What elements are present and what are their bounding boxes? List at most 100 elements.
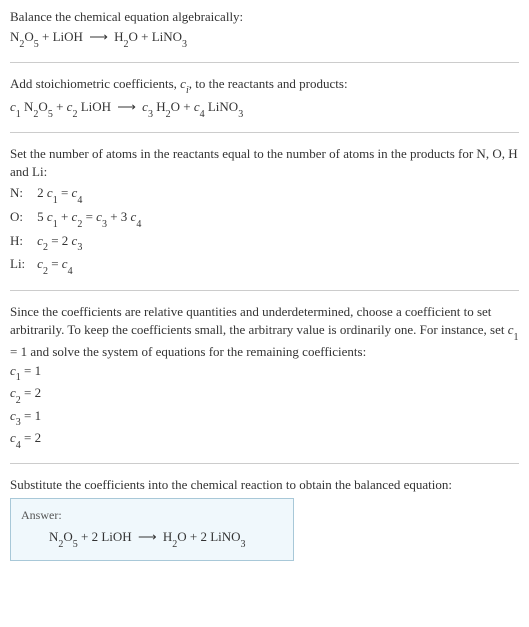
step1-equation: c1 N2O5 + c2 LiOH ⟶ c3 H2O + c4 LiNO3	[10, 98, 519, 120]
subscript: 1	[53, 219, 58, 230]
text: 5	[37, 209, 47, 224]
arrow-icon: ⟶	[89, 28, 108, 46]
table-row: O: 5 c1 + c2 = c3 + 3 c4	[10, 207, 147, 231]
subscript: 3	[182, 39, 187, 50]
element-label: H:	[10, 231, 37, 255]
element-label: Li:	[10, 254, 37, 278]
var: c	[10, 430, 16, 445]
subscript: 2	[43, 266, 48, 277]
element-equation: 2 c1 = c4	[37, 183, 147, 207]
subscript: 2	[123, 39, 128, 50]
text: N	[10, 29, 19, 44]
subscript: 2	[172, 539, 177, 550]
subscript: 4	[77, 195, 82, 206]
subscript: 1	[53, 195, 58, 206]
subscript: 4	[16, 440, 21, 451]
text: 2	[37, 185, 47, 200]
intro-equation: N2O5 + LiOH ⟶ H2O + LiNO3	[10, 28, 519, 50]
text: O	[38, 99, 47, 114]
arrow-icon: ⟶	[138, 528, 157, 546]
text: Since the coefficients are relative quan…	[10, 304, 508, 337]
text: =	[58, 185, 72, 200]
table-row: H: c2 = 2 c3	[10, 231, 147, 255]
atoms-section: Set the number of atoms in the reactants…	[10, 145, 519, 278]
var: c	[10, 99, 16, 114]
divider	[10, 290, 519, 291]
list-item: c3 = 1	[10, 407, 519, 429]
text: O	[24, 29, 33, 44]
subscript: 5	[48, 109, 53, 120]
text: H	[111, 29, 124, 44]
var: c	[10, 385, 16, 400]
divider	[10, 62, 519, 63]
text: +	[58, 209, 72, 224]
text: = 2	[21, 430, 41, 445]
text: O + LiNO	[128, 29, 182, 44]
step2-text: Set the number of atoms in the reactants…	[10, 145, 519, 181]
text: H	[160, 529, 173, 544]
subscript: 3	[77, 242, 82, 253]
table-row: N: 2 c1 = c4	[10, 183, 147, 207]
text: O +	[171, 99, 194, 114]
subscript: i	[186, 85, 189, 96]
text: = 1	[21, 408, 41, 423]
text: =	[48, 256, 62, 271]
element-label: O:	[10, 207, 37, 231]
subscript: 2	[33, 109, 38, 120]
subscript: 1	[514, 332, 519, 343]
element-label: N:	[10, 183, 37, 207]
text: = 2	[21, 385, 41, 400]
intro-text: Balance the chemical equation algebraica…	[10, 8, 519, 26]
subscript: 4	[200, 109, 205, 120]
var: c	[508, 322, 514, 337]
solve-section: Since the coefficients are relative quan…	[10, 303, 519, 451]
text: LiOH	[77, 99, 114, 114]
subscript: 3	[102, 219, 107, 230]
text: +	[53, 99, 67, 114]
text: = 1 and solve the system of equations fo…	[10, 344, 366, 359]
subscript: 2	[58, 539, 63, 550]
var: c	[194, 99, 200, 114]
text: Add stoichiometric coefficients,	[10, 76, 180, 91]
subscript: 2	[43, 242, 48, 253]
subscript: 2	[166, 109, 171, 120]
text: + 3	[107, 209, 131, 224]
text: N	[49, 529, 58, 544]
text: O	[63, 529, 72, 544]
arrow-icon: ⟶	[117, 98, 136, 116]
subscript: 2	[77, 219, 82, 230]
text: =	[82, 209, 96, 224]
element-equation: 5 c1 + c2 = c3 + 3 c4	[37, 207, 147, 231]
subscript: 1	[16, 109, 21, 120]
intro-section: Balance the chemical equation algebraica…	[10, 8, 519, 50]
text: O + 2 LiNO	[177, 529, 240, 544]
substitute-section: Substitute the coefficients into the che…	[10, 476, 519, 561]
divider	[10, 463, 519, 464]
subscript: 5	[34, 39, 39, 50]
text: = 2	[48, 233, 72, 248]
var: c	[62, 256, 68, 271]
subscript: 1	[16, 372, 21, 383]
var: c	[10, 363, 16, 378]
subscript: 2	[19, 39, 24, 50]
table-row: Li: c2 = c4	[10, 254, 147, 278]
stoichiometric-section: Add stoichiometric coefficients, ci, to …	[10, 75, 519, 120]
text: , to the reactants and products:	[189, 76, 348, 91]
subscript: 3	[241, 539, 246, 550]
text: = 1	[21, 363, 41, 378]
answer-label: Answer:	[21, 507, 283, 524]
subscript: 3	[16, 417, 21, 428]
var: c	[10, 408, 16, 423]
coefficient-list: c1 = 1 c2 = 2 c3 = 1 c4 = 2	[10, 362, 519, 451]
element-equation: c2 = c4	[37, 254, 147, 278]
text: LiNO	[205, 99, 239, 114]
list-item: c2 = 2	[10, 384, 519, 406]
subscript: 3	[148, 109, 153, 120]
subscript: 4	[136, 219, 141, 230]
answer-box: Answer: N2O5 + 2 LiOH ⟶ H2O + 2 LiNO3	[10, 498, 294, 560]
answer-equation: N2O5 + 2 LiOH ⟶ H2O + 2 LiNO3	[21, 528, 283, 550]
var: c	[47, 209, 53, 224]
var: c	[47, 185, 53, 200]
list-item: c1 = 1	[10, 362, 519, 384]
list-item: c4 = 2	[10, 429, 519, 451]
